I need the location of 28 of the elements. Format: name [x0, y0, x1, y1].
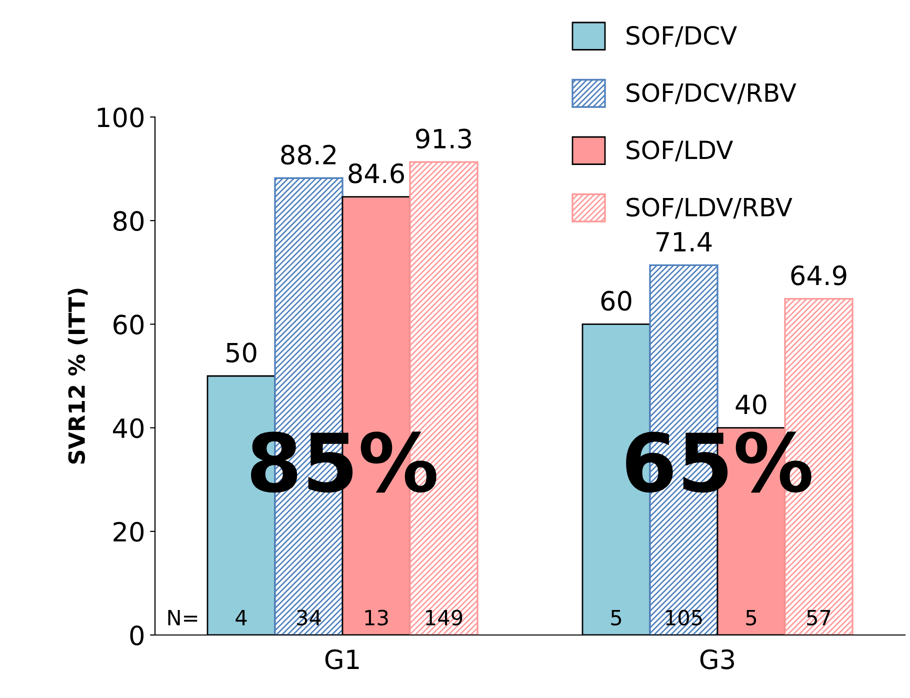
annotation: 4 — [236, 610, 247, 626]
data-label: 84.6 — [348, 163, 404, 184]
x-tick-label: G3 — [700, 649, 734, 670]
annotation: 5 — [611, 610, 622, 626]
annotation: 149 — [426, 610, 462, 626]
data-label: 91.3 — [416, 128, 472, 149]
y-tick-label: 100 — [98, 107, 144, 128]
annotation: 5 — [746, 610, 756, 626]
legend-label: SOF/LDV — [626, 140, 733, 162]
y-tick-label: 60 — [114, 314, 144, 335]
y-tick-label: 20 — [114, 522, 144, 542]
y-axis-title: SVR12 % (ITT) — [68, 288, 88, 464]
annotation: 13 — [365, 610, 388, 626]
data-label: 40 — [736, 394, 766, 414]
data-label: 71.4 — [656, 232, 712, 252]
data-label: 64.9 — [791, 265, 846, 286]
legend-label: SOF/DCV — [626, 26, 737, 47]
data-label: 88.2 — [281, 144, 336, 165]
data-label: 50 — [226, 342, 256, 363]
y-tick-label: 0 — [130, 625, 144, 646]
y-tick-label: 80 — [113, 211, 144, 231]
y-tick-label: 40 — [112, 418, 144, 438]
legend-label: SOF/DCV/RBV — [626, 83, 796, 104]
legend-label: SOF/LDV/RBV — [626, 198, 792, 219]
x-tick-label: G1 — [325, 649, 359, 670]
annotation: N= — [168, 610, 198, 626]
data-label: 60 — [601, 290, 632, 311]
annotation: 57 — [807, 610, 830, 626]
